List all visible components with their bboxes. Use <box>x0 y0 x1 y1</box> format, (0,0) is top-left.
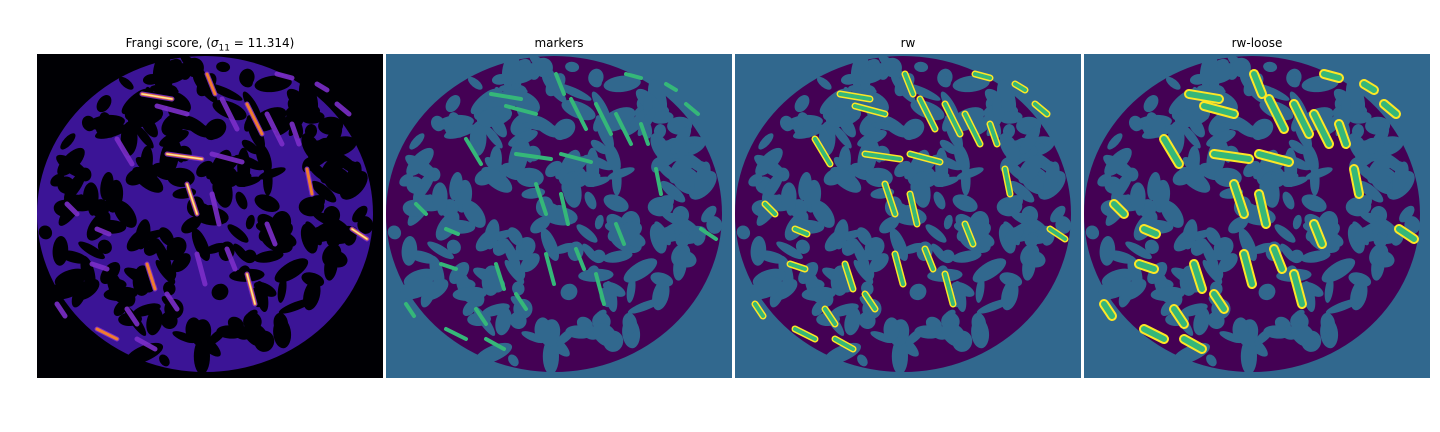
rw-loose-panel-title: rw-loose <box>1231 36 1283 50</box>
sigma-index: 11 <box>218 43 230 54</box>
rw-loose-canvas <box>1084 54 1430 378</box>
rw-canvas <box>735 54 1081 378</box>
markers-canvas <box>386 54 732 378</box>
frangi-panel-title: Frangi score, (σ11 = 11.314) <box>37 36 383 53</box>
frangi-score-canvas <box>37 54 383 378</box>
frangi-title-suffix: = 11.314) <box>229 36 295 50</box>
sigma-symbol: σ <box>210 36 219 50</box>
markers-image <box>386 54 732 378</box>
rw-image <box>735 54 1081 378</box>
frangi-title-prefix: Frangi score, ( <box>125 36 211 50</box>
rw-panel-title: rw <box>900 36 916 50</box>
rw-loose-image <box>1084 54 1430 378</box>
markers-panel-title: markers <box>534 36 584 50</box>
frangi-score-image <box>37 54 383 378</box>
